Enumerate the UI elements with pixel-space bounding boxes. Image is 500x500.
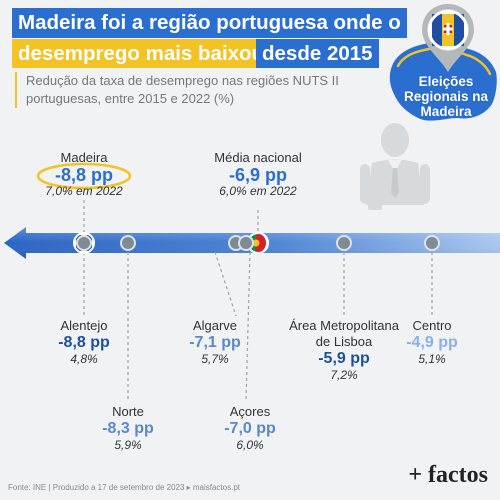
label-m-dia-nacional: Média nacional -6,9 pp 6,0% em 2022 <box>214 150 301 199</box>
title-line-1: Madeira foi a região portuguesa onde o <box>12 8 407 38</box>
label-name: Algarve <box>192 318 238 333</box>
label-rate: 5,7% <box>201 352 229 366</box>
stem-5 <box>245 251 251 403</box>
badge-label: Eleições Regionais na Madeira <box>396 74 496 119</box>
brand-logo: + factos <box>408 462 488 488</box>
label-name: Açores <box>229 404 271 419</box>
dot-6 <box>336 235 352 251</box>
label-value: -8,3 pp <box>102 420 154 437</box>
madeira-map-icon <box>389 4 497 121</box>
badge-line-3: Madeira <box>420 104 472 119</box>
stem-4 <box>214 251 237 317</box>
label-rate: 7,2% <box>330 368 358 382</box>
label-rate: 6,0% em 2022 <box>219 184 297 198</box>
label-value: -4,9 pp <box>406 334 458 351</box>
label-a-ores: Açores -7,0 pp 6,0% <box>224 404 276 453</box>
subtitle-accent <box>15 72 17 108</box>
label-name: Alentejo <box>60 318 108 333</box>
label-value: -7,0 pp <box>224 420 276 437</box>
label-algarve: Algarve -7,1 pp 5,7% <box>189 318 241 367</box>
label-name: Área Metropolitana de Lisboa <box>289 318 399 349</box>
label-name: Madeira <box>60 150 108 165</box>
label-name: Média nacional <box>214 150 302 165</box>
dot-5 <box>238 235 254 251</box>
label-rate: 7,0% em 2022 <box>45 184 123 198</box>
label-name: Norte <box>112 404 144 419</box>
badge-line-2: Regionais na <box>403 89 489 104</box>
label-value: -5,9 pp <box>318 350 370 367</box>
badge-line-1: Eleições <box>418 74 474 89</box>
label-norte: Norte -8,3 pp 5,9% <box>102 404 154 453</box>
label-alentejo: Alentejo -8,8 pp 4,8% <box>58 318 110 367</box>
dot-7 <box>424 235 440 251</box>
label--rea-metropolitana-de-lisboa: Área Metropolitana de Lisboa -5,9 pp 7,2% <box>289 318 399 383</box>
subtitle: Redução da taxa de desemprego nas regiõe… <box>26 73 339 106</box>
label-centro: Centro -4,9 pp 5,1% <box>406 318 458 367</box>
highlight-ring <box>36 162 132 190</box>
label-rate: 6,0% <box>236 438 264 452</box>
dot-3 <box>120 235 136 251</box>
title-highlight: desemprego mais baixou <box>12 39 271 68</box>
dot-2 <box>76 235 92 251</box>
label-value: -7,1 pp <box>189 334 241 351</box>
label-rate: 5,1% <box>418 352 446 366</box>
label-madeira: Madeira -8,8 pp 7,0% em 2022 <box>45 150 122 199</box>
label-rate: 4,8% <box>70 352 98 366</box>
title-line-2: desde 2015 <box>256 39 379 68</box>
label-rate: 5,9% <box>114 438 142 452</box>
label-value: -8,8 pp <box>58 334 110 351</box>
source-note: Fonte: INE | Produzido a 17 de setembro … <box>8 483 240 492</box>
label-value: -6,9 pp <box>228 165 288 185</box>
label-name: Centro <box>412 318 452 333</box>
label-value: -8,8 pp <box>54 165 114 185</box>
businessman-icon <box>360 123 430 210</box>
